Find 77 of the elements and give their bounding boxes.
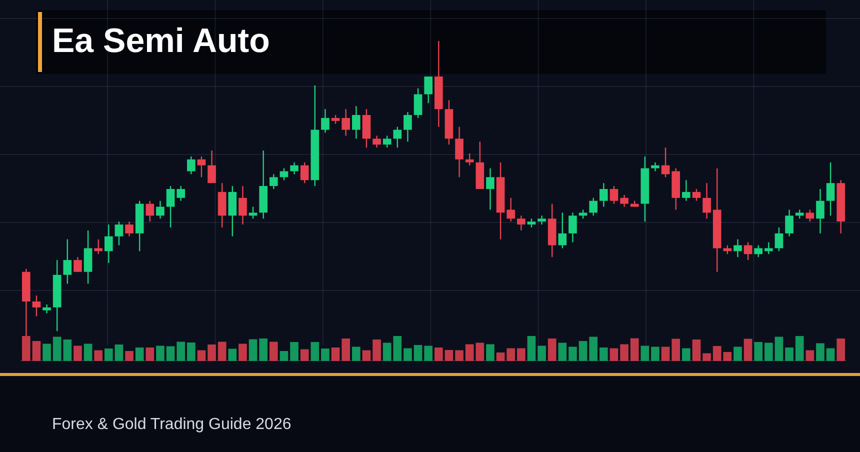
bar bbox=[620, 344, 628, 361]
bar bbox=[785, 348, 794, 361]
bar bbox=[744, 338, 752, 361]
bar bbox=[300, 349, 309, 361]
bar bbox=[734, 346, 742, 361]
text: Forex & Gold Trading Guide 2026 bbox=[52, 416, 292, 434]
bar bbox=[486, 344, 494, 361]
bar bbox=[42, 344, 51, 361]
bar bbox=[331, 348, 340, 361]
bar bbox=[651, 346, 660, 361]
bar bbox=[310, 342, 320, 361]
bar bbox=[280, 351, 288, 361]
bar bbox=[290, 342, 298, 361]
bar bbox=[74, 346, 82, 361]
bar bbox=[218, 342, 226, 361]
bar bbox=[269, 342, 278, 361]
bar bbox=[516, 348, 526, 361]
bar bbox=[578, 341, 588, 361]
bar bbox=[826, 348, 835, 361]
chart-title: Ea Semi Auto bbox=[52, 21, 270, 61]
bar bbox=[94, 350, 103, 361]
bar bbox=[228, 348, 237, 361]
bar bbox=[424, 346, 433, 361]
bar bbox=[692, 340, 701, 361]
bar bbox=[496, 352, 505, 361]
bar bbox=[125, 351, 134, 361]
bar bbox=[135, 348, 144, 361]
bar bbox=[166, 346, 175, 361]
bar bbox=[176, 342, 186, 361]
bar bbox=[414, 345, 422, 361]
bar bbox=[589, 336, 598, 361]
bar bbox=[558, 342, 567, 361]
bar bbox=[238, 344, 247, 361]
bar bbox=[197, 350, 206, 361]
bar bbox=[764, 342, 773, 361]
bar bbox=[352, 346, 360, 361]
bar bbox=[836, 338, 846, 361]
bar bbox=[702, 353, 711, 361]
candlestick bbox=[94, 239, 103, 254]
bar bbox=[146, 348, 154, 361]
bar bbox=[548, 338, 556, 361]
bar bbox=[527, 336, 536, 361]
bar bbox=[186, 342, 196, 361]
bar bbox=[640, 346, 650, 361]
bar bbox=[816, 343, 824, 361]
bar bbox=[208, 344, 216, 361]
bar bbox=[362, 350, 371, 361]
bar bbox=[630, 338, 639, 361]
bar bbox=[610, 348, 618, 361]
bar bbox=[682, 348, 690, 361]
bar bbox=[455, 350, 464, 361]
bar bbox=[754, 342, 763, 361]
bar bbox=[404, 348, 412, 361]
bar bbox=[506, 348, 516, 361]
bar bbox=[84, 344, 92, 361]
bar bbox=[156, 346, 164, 361]
bar bbox=[321, 348, 330, 361]
bar bbox=[806, 350, 814, 361]
bar bbox=[342, 338, 350, 361]
bar bbox=[434, 348, 443, 361]
bar bbox=[114, 344, 124, 361]
bar bbox=[32, 341, 41, 361]
bar bbox=[568, 346, 577, 361]
bar bbox=[372, 340, 381, 361]
bar bbox=[661, 346, 670, 361]
bar bbox=[104, 348, 113, 361]
bar bbox=[795, 336, 804, 361]
bar bbox=[248, 339, 258, 361]
bar bbox=[22, 336, 30, 361]
bar bbox=[599, 348, 608, 361]
candlestick bbox=[682, 180, 690, 201]
bar bbox=[774, 336, 784, 361]
title-banner: Ea Semi Auto bbox=[36, 10, 826, 74]
bar bbox=[259, 338, 268, 361]
bar bbox=[538, 346, 546, 361]
bar bbox=[444, 350, 454, 361]
bar bbox=[672, 338, 680, 361]
